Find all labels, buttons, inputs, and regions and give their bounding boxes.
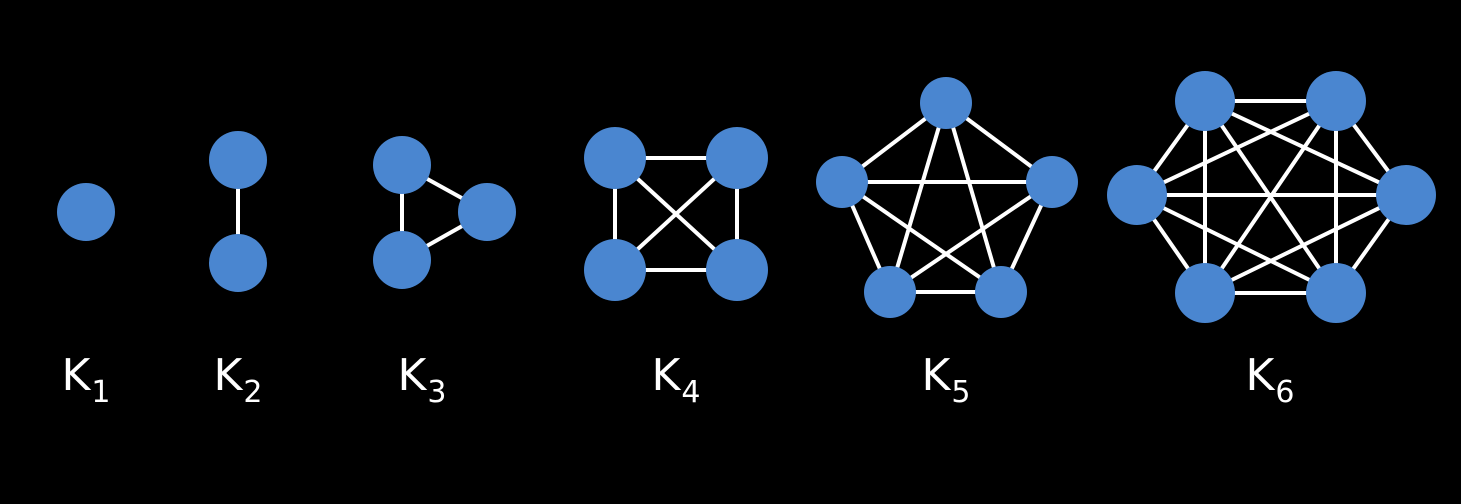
graph-vertex xyxy=(1026,156,1078,208)
graph-k6 xyxy=(1107,71,1436,323)
graph-vertex xyxy=(816,156,868,208)
graph-k5 xyxy=(816,77,1078,318)
graph-vertex xyxy=(458,183,516,241)
graph-label-index: 1 xyxy=(91,375,111,410)
graph-vertex xyxy=(1306,71,1366,131)
graph-vertex xyxy=(920,77,972,129)
graph-edge xyxy=(1135,99,1338,197)
graph-label-index: 3 xyxy=(427,375,447,410)
graph-k3 xyxy=(373,136,516,289)
graph-label-index: 5 xyxy=(951,375,971,410)
graph-label-k5: K5 xyxy=(886,348,1006,410)
graph-vertex xyxy=(373,136,431,194)
graph-k2 xyxy=(209,131,267,292)
graph-label-k4: K4 xyxy=(616,348,736,410)
graph-label-letter: K xyxy=(397,350,427,401)
graph-label-k3: K3 xyxy=(362,348,482,410)
graph-vertex xyxy=(706,239,768,301)
graph-label-k6: K6 xyxy=(1210,348,1330,410)
graph-vertex xyxy=(864,266,916,318)
graph-vertex xyxy=(1175,71,1235,131)
graph-label-index: 6 xyxy=(1275,375,1295,410)
graph-k1 xyxy=(57,183,115,241)
graph-vertex xyxy=(209,234,267,292)
graph-vertex xyxy=(706,127,768,189)
graph-edge xyxy=(944,101,1003,294)
graph-label-k1: K1 xyxy=(26,348,146,410)
graph-edge xyxy=(1203,193,1408,295)
graph-edge xyxy=(888,101,948,294)
graph-label-index: 2 xyxy=(243,375,263,410)
graph-edge xyxy=(840,180,1003,294)
graph-vertex xyxy=(584,127,646,189)
graph-label-letter: K xyxy=(61,350,91,401)
graph-edge xyxy=(888,180,1054,294)
graph-vertex xyxy=(57,183,115,241)
graph-vertex xyxy=(1107,165,1167,225)
graph-vertex xyxy=(1376,165,1436,225)
graph-edge xyxy=(1135,193,1338,295)
graph-vertex xyxy=(209,131,267,189)
graph-label-k2: K2 xyxy=(178,348,298,410)
graph-label-letter: K xyxy=(1245,350,1275,401)
graph-vertex xyxy=(373,231,431,289)
graph-label-letter: K xyxy=(651,350,681,401)
graph-vertex xyxy=(584,239,646,301)
graph-k4 xyxy=(584,127,768,301)
graph-label-letter: K xyxy=(213,350,243,401)
graph-vertex xyxy=(1306,263,1366,323)
graph-label-letter: K xyxy=(921,350,951,401)
graph-vertex xyxy=(975,266,1027,318)
graph-vertex xyxy=(1175,263,1235,323)
graph-label-index: 4 xyxy=(681,375,701,410)
